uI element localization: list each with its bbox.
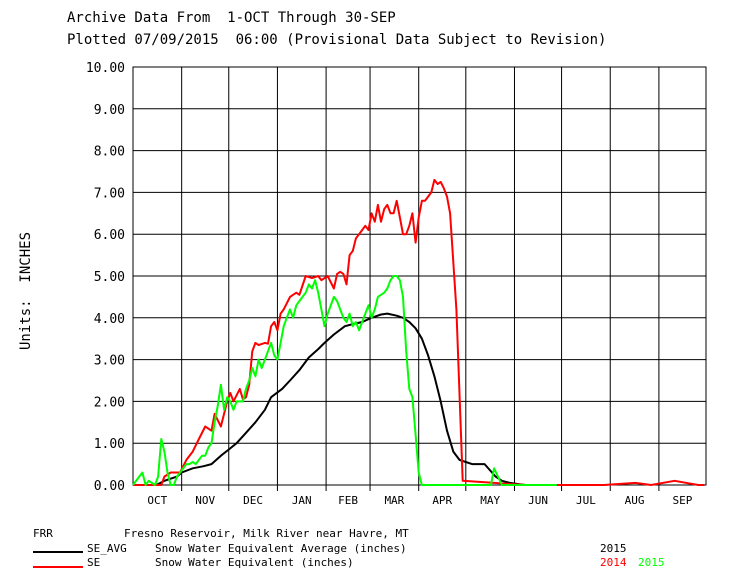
legend-line-se (33, 566, 83, 568)
x-tick-label: OCT (147, 494, 167, 507)
y-tick-label: 1.00 (94, 437, 125, 452)
x-tick-label: FEB (338, 494, 358, 507)
y-tick-label: 9.00 (94, 103, 125, 118)
series-line-se-avg (133, 312, 584, 486)
y-axis-label: Units: INCHES (18, 231, 34, 350)
grid (133, 67, 706, 491)
x-tick-label: SEP (673, 494, 693, 507)
legend-desc-se: Snow Water Equivalent (inches) (155, 556, 354, 569)
series-line-se-2014 (133, 178, 705, 486)
x-tick-label: DEC (243, 494, 263, 507)
legend-code-se-avg: SE_AVG (87, 542, 127, 555)
y-tick-label: 2.00 (94, 395, 125, 410)
legend-code-se: SE (87, 556, 101, 569)
series-lines (132, 178, 705, 486)
legend-year-se-2015: 2015 (638, 556, 665, 569)
y-tick-label: 6.00 (94, 228, 125, 243)
station-code: FRR (33, 527, 53, 540)
x-tick-label: NOV (195, 494, 215, 507)
y-tick-label: 7.00 (94, 186, 125, 201)
x-tick-label: JAN (292, 494, 312, 507)
y-tick-label: 5.00 (94, 270, 125, 285)
y-axis-tick-labels: 0.00 1.00 2.00 3.00 4.00 5.00 6.00 7.00 8.00 9.00… (86, 61, 125, 494)
y-tick-label: 3.00 (94, 354, 125, 369)
x-tick-label: AUG (625, 494, 645, 507)
series-line-se-2015 (132, 275, 557, 486)
y-tick-label: 4.00 (94, 312, 125, 327)
x-axis-tick-labels: OCT NOV DEC JAN FEB MAR APR MAY JUN JUL AUG SEP (147, 494, 692, 507)
legend-year-se-avg: 2015 (600, 542, 627, 555)
y-tick-label: 8.00 (94, 145, 125, 160)
x-tick-label: MAY (480, 494, 500, 507)
x-tick-label: MAR (384, 494, 404, 507)
chart-header-line-2: Plotted 07/09/2015 06:00 (Provisional Da… (67, 32, 607, 48)
chart-header-line-1: Archive Data From 1-OCT Through 30-SEP (67, 10, 396, 26)
x-tick-label: JUN (528, 494, 548, 507)
x-tick-label: JUL (576, 494, 596, 507)
y-tick-label: 10.00 (86, 61, 125, 76)
y-tick-label: 0.00 (94, 479, 125, 494)
station-name: Fresno Reservoir, Milk River near Havre,… (124, 527, 409, 540)
x-tick-label: APR (432, 494, 452, 507)
legend-desc-se-avg: Snow Water Equivalent Average (inches) (155, 542, 407, 555)
legend-year-se-2014: 2014 (600, 556, 627, 569)
legend-line-se-avg (33, 551, 83, 553)
